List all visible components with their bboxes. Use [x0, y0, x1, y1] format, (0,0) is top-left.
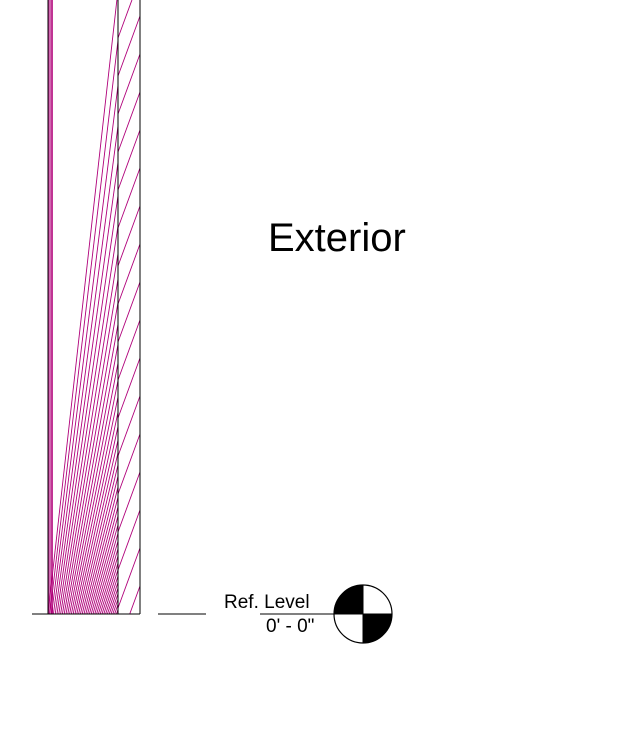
level-name-label[interactable]: Ref. Level: [224, 592, 310, 613]
hatch-line: [118, 471, 140, 533]
hatch-line: [56, 192, 118, 614]
hatch-line: [70, 378, 118, 614]
hatch-line: [118, 509, 140, 571]
hatch-line: [97, 547, 118, 614]
level-elevation-label[interactable]: 0' - 0": [266, 616, 315, 637]
hatch-line: [88, 505, 118, 614]
hatch-line: [60, 250, 118, 614]
hatch-line: [118, 15, 140, 77]
hatch-line: [118, 662, 140, 722]
hatch-line: [118, 167, 140, 229]
exterior-region-label: Exterior: [268, 216, 406, 260]
wall-layer-finish-hatch: [118, 0, 140, 722]
hatch-line: [48, 0, 118, 614]
hatch-line: [49, 36, 118, 614]
hatch-line: [118, 53, 140, 115]
hatch-line: [110, 592, 118, 614]
hatch-line: [76, 424, 118, 614]
hatch-line: [52, 122, 118, 614]
hatch-line: [87, 495, 118, 614]
hatch-line: [118, 395, 140, 457]
hatch-line: [81, 462, 118, 614]
hatch-line: [118, 129, 140, 191]
hatch-line: [112, 597, 118, 614]
hatch-line: [115, 608, 118, 614]
hatch-line: [117, 613, 118, 614]
hatch-line: [118, 357, 140, 419]
hatch-line: [118, 0, 133, 39]
hatch-line: [118, 547, 140, 609]
hatch-line: [61, 276, 118, 614]
hatch-line: [92, 523, 118, 614]
hatch-line: [114, 603, 118, 614]
hatch-line: [101, 561, 118, 614]
hatch-line: [129, 585, 140, 614]
level-head-symbol-icon[interactable]: [333, 584, 393, 644]
hatch-line: [118, 624, 140, 684]
hatch-line: [118, 281, 140, 343]
hatch-line: [69, 360, 118, 614]
hatch-line: [58, 222, 118, 614]
hatch-line: [118, 433, 140, 495]
hatch-line: [74, 410, 118, 614]
hatch-line: [51, 81, 118, 614]
hatch-line: [103, 568, 118, 614]
hatch-line: [79, 450, 118, 614]
hatch-line: [106, 580, 118, 614]
hatch-line: [99, 554, 118, 614]
hatch-line: [78, 438, 118, 614]
hatch-line: [108, 586, 118, 614]
hatch-line: [65, 321, 118, 614]
hatch-line: [63, 299, 118, 614]
hatch-line: [118, 205, 140, 267]
hatch-line: [67, 341, 118, 614]
wall-layer-insulation-hatch: [48, 0, 118, 614]
hatch-line: [96, 539, 118, 614]
hatch-line: [72, 394, 118, 614]
hatch-line: [54, 159, 118, 614]
hatch-line: [118, 91, 140, 153]
hatch-line: [118, 243, 140, 305]
hatch-line: [85, 485, 118, 614]
hatch-line: [105, 574, 118, 614]
hatch-line: [83, 474, 118, 614]
hatch-line: [118, 319, 140, 381]
